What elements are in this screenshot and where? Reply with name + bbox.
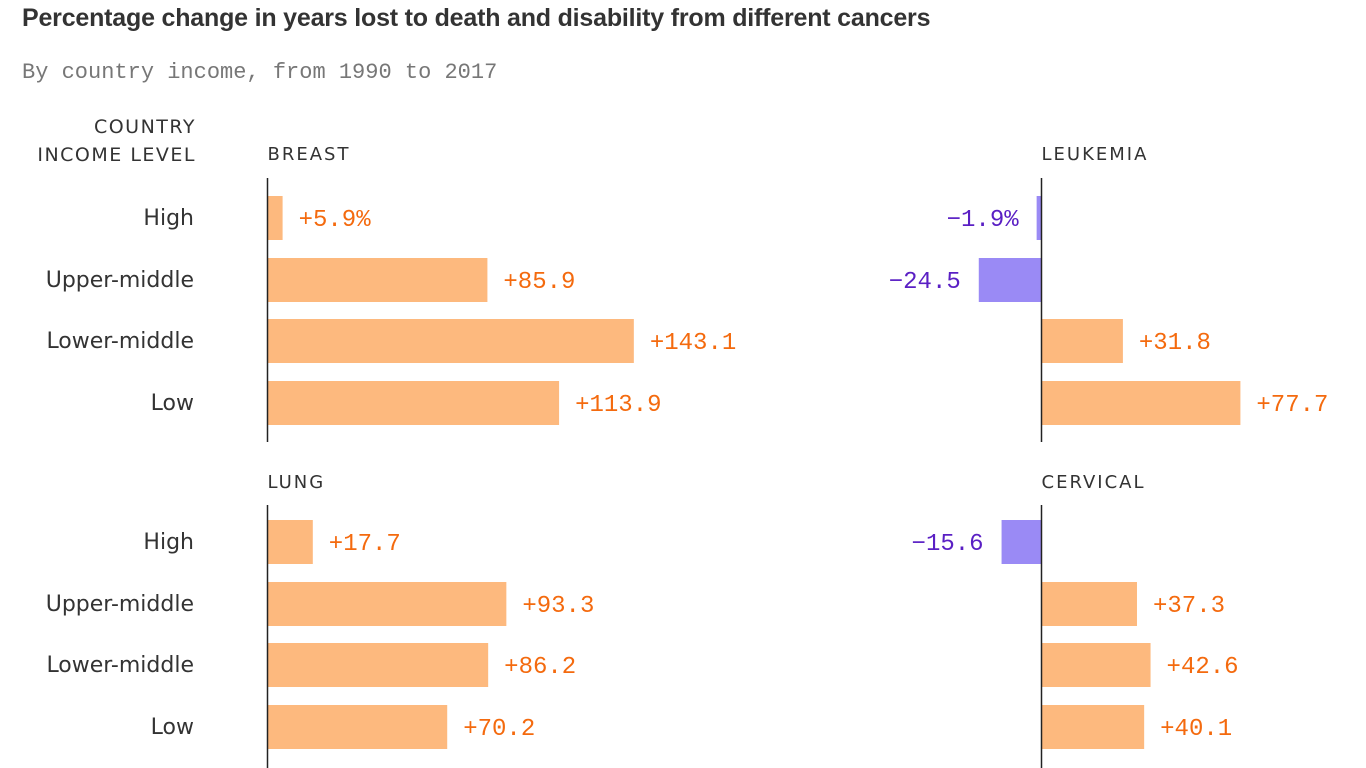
bar xyxy=(1041,381,1241,425)
bar xyxy=(1041,319,1123,363)
data-label: +113.9 xyxy=(575,392,661,419)
bar xyxy=(1041,582,1137,626)
category-label: High xyxy=(143,530,194,555)
data-label: −15.6 xyxy=(912,531,984,558)
bar xyxy=(978,258,1042,302)
data-label: +17.7 xyxy=(329,531,401,558)
category-label: Low xyxy=(151,715,194,740)
category-label: Lower-middle xyxy=(46,329,194,354)
panel-title: BREAST xyxy=(268,144,351,165)
category-label: Lower-middle xyxy=(46,653,194,678)
bar xyxy=(1036,196,1042,240)
chart-title: Percentage change in years lost to death… xyxy=(22,4,931,32)
data-label: +40.1 xyxy=(1160,716,1232,743)
category-label: Low xyxy=(151,391,194,416)
panel-title: CERVICAL xyxy=(1042,472,1146,493)
bar xyxy=(267,643,489,687)
category-label: Upper-middle xyxy=(46,268,194,293)
category-label: High xyxy=(143,206,194,231)
data-label: +93.3 xyxy=(522,593,594,620)
data-label: +70.2 xyxy=(463,716,535,743)
bar xyxy=(1041,705,1145,749)
bar xyxy=(267,520,313,564)
data-label: +37.3 xyxy=(1153,593,1225,620)
bar xyxy=(1041,643,1151,687)
bar xyxy=(1001,520,1042,564)
data-label: +5.9% xyxy=(299,207,372,234)
row-header: INCOME LEVEL xyxy=(37,144,196,166)
data-label: −24.5 xyxy=(889,269,961,296)
category-label: Upper-middle xyxy=(46,592,194,617)
data-label: +143.1 xyxy=(650,330,736,357)
bar xyxy=(267,258,488,302)
row-header: COUNTRY xyxy=(94,116,196,138)
bar xyxy=(267,381,560,425)
bar xyxy=(267,196,283,240)
chart-subtitle: By country income, from 1990 to 2017 xyxy=(22,60,498,85)
data-label: +77.7 xyxy=(1256,392,1328,419)
bar xyxy=(267,582,507,626)
panel-title: LEUKEMIA xyxy=(1042,144,1149,165)
data-label: −1.9% xyxy=(947,207,1020,234)
data-label: +85.9 xyxy=(503,269,575,296)
data-label: +86.2 xyxy=(504,654,576,681)
data-label: +31.8 xyxy=(1139,330,1211,357)
data-label: +42.6 xyxy=(1167,654,1239,681)
bar xyxy=(267,319,634,363)
panel-title: LUNG xyxy=(268,472,326,493)
bar xyxy=(267,705,448,749)
